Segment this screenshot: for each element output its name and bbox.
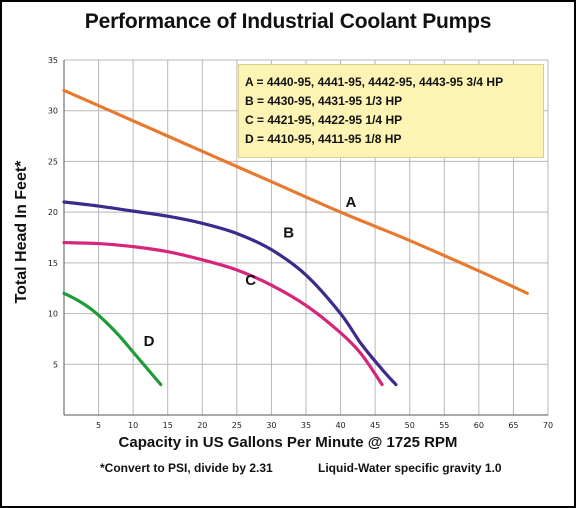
- legend-entry-c: C = 4421-95, 4422-95 1/4 HP: [245, 113, 403, 127]
- y-tick-label: 5: [53, 360, 58, 369]
- x-tick-label: 5: [96, 421, 101, 430]
- y-tick-label: 35: [48, 56, 58, 65]
- curve-label-b: B: [283, 225, 294, 242]
- x-tick-label: 45: [370, 421, 380, 430]
- y-tick-label: 30: [48, 107, 58, 116]
- series-line-d: [62, 291, 163, 387]
- x-tick-label: 35: [301, 421, 311, 430]
- x-tick-label: 10: [128, 421, 138, 430]
- curve-label-c: C: [245, 272, 256, 289]
- series-line-a: [62, 88, 529, 295]
- chart-title: Performance of Industrial Coolant Pumps: [84, 10, 492, 33]
- y-axis-label: Total Head In Feet*: [13, 160, 30, 304]
- x-axis-label: Capacity in US Gallons Per Minute @ 1725…: [118, 434, 458, 451]
- series-line-c: [62, 240, 384, 387]
- x-tick-label: 70: [543, 421, 553, 430]
- x-tick-label: 30: [266, 421, 276, 430]
- x-tick-label: 15: [163, 421, 173, 430]
- y-tick-label: 15: [48, 259, 58, 268]
- x-tick-label: 40: [335, 421, 345, 430]
- x-tick-label: 50: [405, 421, 415, 430]
- x-tick-label: 20: [197, 421, 207, 430]
- curve-label-d: D: [144, 333, 155, 350]
- y-tick-label: 10: [48, 310, 58, 319]
- x-tick-label: 55: [439, 421, 449, 430]
- x-tick-label: 65: [508, 421, 518, 430]
- x-tick-label: 25: [232, 421, 242, 430]
- legend-entry-a: A = 4440-95, 4441-95, 4442-95, 4443-95 3…: [245, 75, 504, 89]
- specific-gravity-note: Liquid-Water specific gravity 1.0: [318, 461, 502, 475]
- y-tick-label: 20: [48, 208, 58, 217]
- y-tick-label: 25: [48, 157, 58, 166]
- x-tick-label: 60: [474, 421, 484, 430]
- legend-entry-b: B = 4430-95, 4431-95 1/3 HP: [245, 94, 403, 108]
- curve-label-a: A: [346, 194, 357, 211]
- legend-entry-d: D = 4410-95, 4411-95 1/8 HP: [245, 132, 402, 146]
- psi-conversion-note: *Convert to PSI, divide by 2.31: [100, 461, 273, 475]
- series-line-b: [62, 200, 398, 387]
- legend-box: A = 4440-95, 4441-95, 4442-95, 4443-95 3…: [238, 64, 544, 158]
